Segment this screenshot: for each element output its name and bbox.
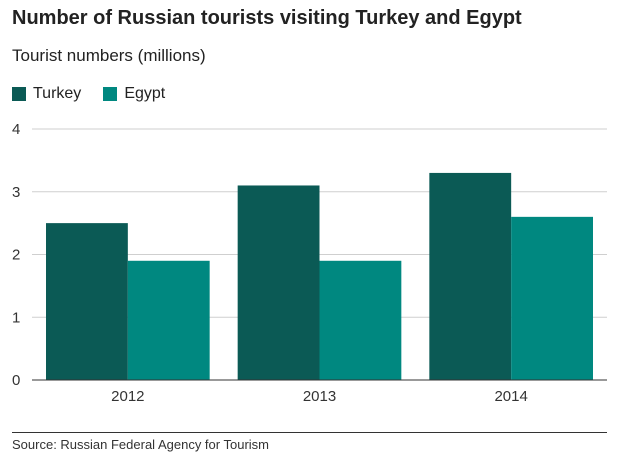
legend-item-turkey: Turkey xyxy=(12,85,81,103)
source-divider xyxy=(12,432,607,433)
legend-label-turkey: Turkey xyxy=(33,85,82,102)
legend-swatch-egypt xyxy=(103,87,118,101)
legend-swatch-turkey xyxy=(12,87,26,101)
bar-turkey-2014 xyxy=(429,172,512,380)
x-tick-label: 2014 xyxy=(494,388,527,405)
y-tick-label: 4 xyxy=(12,121,20,138)
y-tick-label: 1 xyxy=(12,309,20,326)
legend-item-egypt: Egypt xyxy=(103,85,165,103)
legend: Turkey Egypt xyxy=(12,84,187,104)
y-tick-label: 2 xyxy=(12,247,20,264)
legend-label-egypt: Egypt xyxy=(124,85,166,102)
chart-subtitle: Tourist numbers (millions) xyxy=(12,46,206,65)
y-tick-label: 3 xyxy=(12,184,20,201)
x-tick-label: 2013 xyxy=(303,388,336,405)
bar-egypt-2012 xyxy=(127,260,210,380)
y-tick-label: 0 xyxy=(12,372,20,389)
chart-title: Number of Russian tourists visiting Turk… xyxy=(12,7,522,29)
bar-turkey-2012 xyxy=(46,223,128,380)
source-note: Source: Russian Federal Agency for Touri… xyxy=(12,437,269,452)
bar-egypt-2013 xyxy=(319,260,402,380)
bar-egypt-2014 xyxy=(511,216,593,380)
bar-turkey-2013 xyxy=(237,185,320,380)
x-tick-label: 2012 xyxy=(111,388,144,405)
